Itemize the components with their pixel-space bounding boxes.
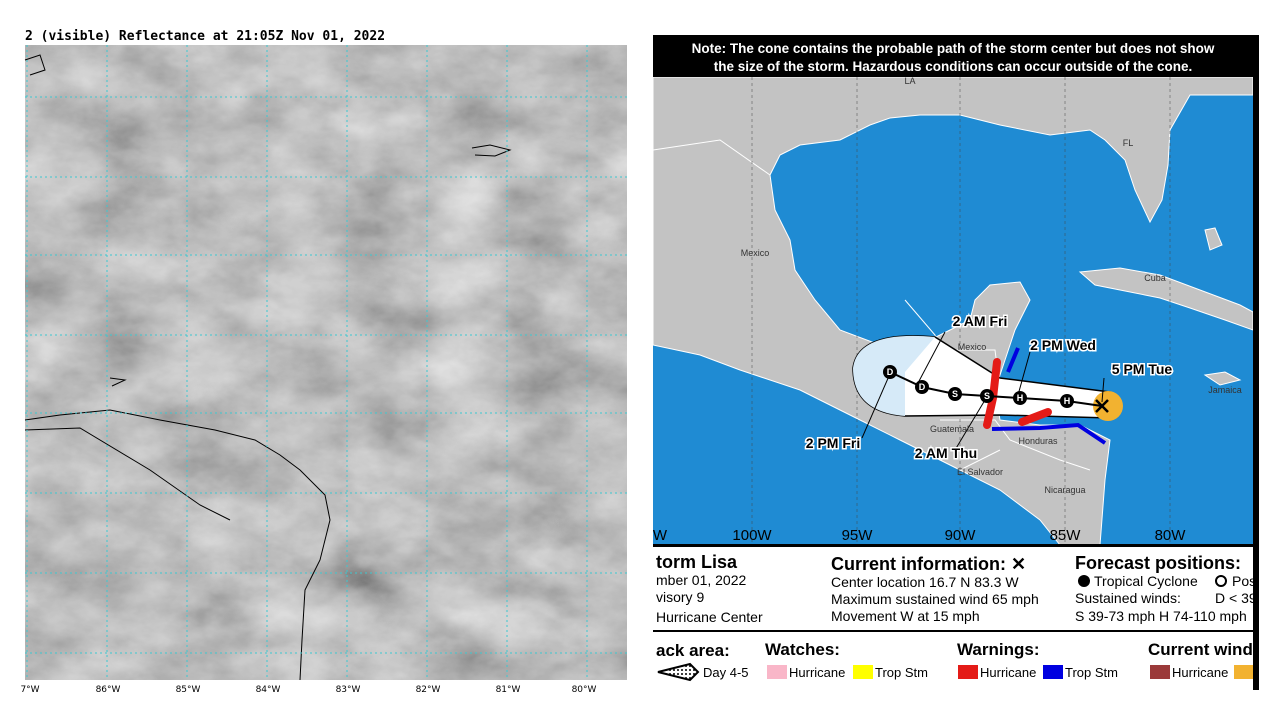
forecast-time: 5 PM Tue [1112,361,1173,377]
satellite-title: 2 (visible) Reflectance at 21:05Z Nov 01… [25,29,385,44]
cyclone-icon [1078,575,1090,587]
legend-heading: Current wind [1148,640,1253,659]
forecast-item: Pos [1232,573,1256,589]
storm-info: mber 01, 2022 [656,572,746,588]
legend-swatch [1150,665,1170,679]
storm-info: Hurricane Center [656,609,763,625]
forecast-time: 2 AM Thu [915,445,977,461]
forecast-time: 2 AM Fri [953,313,1008,329]
lon-label: 80°W [572,685,597,695]
lon-label: 85W [1050,527,1082,544]
lon-label: 82°W [416,685,441,695]
legend-item: Hurricane [1172,665,1228,680]
divider [653,544,1253,547]
place-label: FL [1123,138,1134,148]
current-line: Maximum sustained wind 65 mph [831,591,1039,607]
lon-label: 100W [732,527,772,544]
track-point [980,389,994,403]
lon-label: 86°W [96,685,121,695]
track-letter: H [1017,393,1024,403]
divider [653,630,1253,632]
lon-label: 90W [945,527,977,544]
legend-swatch [1043,665,1063,679]
place-label: Honduras [1018,436,1058,446]
legend-swatch [767,665,787,679]
current-line: Movement W at 15 mph [831,608,980,624]
note-box [653,35,1253,77]
lon-label: 81°W [496,685,521,695]
forecast-time: 2 PM Wed [1030,337,1096,353]
frame-edge [1253,35,1259,690]
storm-info: visory 9 [656,589,704,605]
legend-swatch [958,665,978,679]
legend-swatch [1234,665,1253,679]
track-point [883,365,897,379]
lon-label: 7°W [20,685,39,695]
pos-icon [1215,575,1227,587]
legend-heading: Watches: [765,640,840,659]
place-label: Mexico [741,248,770,258]
legend-swatch [853,665,873,679]
forecast-item: Tropical Cyclone [1094,573,1198,589]
lon-label: 84°W [256,685,281,695]
day45-icon [657,662,700,682]
track-letter: D [887,367,894,377]
note-line: Note: The cone contains the probable pat… [692,41,1215,56]
legend-item: Day 4-5 [703,665,749,680]
track-point [1060,394,1074,408]
current-line: Center location 16.7 N 83.3 W [831,574,1019,590]
lon-label: 85°W [176,685,201,695]
legend-item: Trop Stm [875,665,928,680]
place-label: Guatemala [930,424,974,434]
place-label: Nicaragua [1044,485,1085,495]
track-letter: S [984,391,990,401]
place-label: El Salvador [957,467,1003,477]
track-letter: S [952,389,958,399]
legend-item: Trop Stm [1065,665,1118,680]
forecast-item: D < 39 [1215,590,1257,606]
track-letter: H [1064,396,1071,406]
satellite-image [24,45,627,681]
legend-item: Hurricane [980,665,1036,680]
lon-label: W [653,527,668,544]
legend-heading: Warnings: [957,640,1039,659]
cone-map: D D S S H H [653,77,1253,545]
track-point [948,387,962,401]
track-point [915,380,929,394]
current-heading: Current information: ✕ [831,554,1026,574]
lon-label: 83°W [336,685,361,695]
track-letter: D [919,382,926,392]
legend-item: Hurricane [789,665,845,680]
forecast-time: 2 PM Fri [806,435,860,451]
lon-label: 95W [842,527,874,544]
place-label: LA [904,76,915,86]
place-label: Cuba [1144,273,1166,283]
place-label: Jamaica [1208,385,1242,395]
place-label: Mexico [958,342,987,352]
legend-heading: ack area: [656,641,730,660]
track-point [1013,391,1027,405]
storm-info: torm Lisa [656,552,738,572]
lon-label: 80W [1155,527,1187,544]
forecast-heading: Forecast positions: [1075,553,1241,573]
forecast-item: Sustained winds: [1075,590,1181,606]
forecast-item: S 39-73 mph H 74-110 mph [1075,608,1247,624]
note-line: the size of the storm. Hazardous conditi… [714,59,1193,74]
